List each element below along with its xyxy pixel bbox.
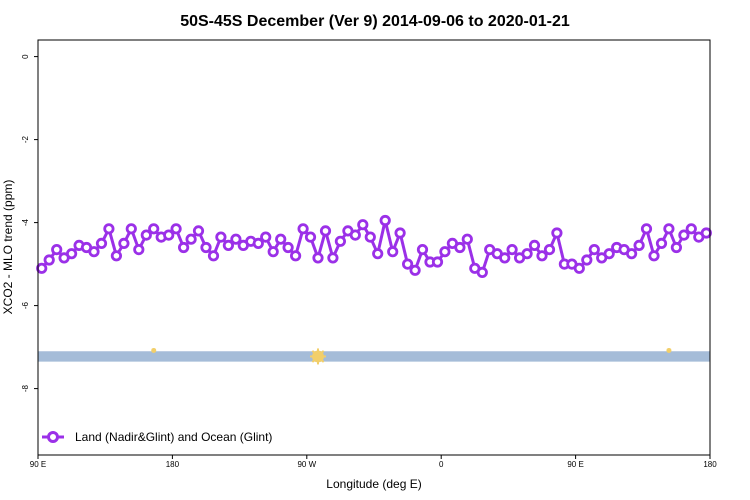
- x-axis: 90 E 180 90 W 0 90 E 180: [30, 455, 717, 469]
- data-point: [506, 244, 518, 256]
- data-point: [536, 250, 548, 262]
- data-point: [678, 229, 690, 241]
- data-point: [222, 239, 234, 251]
- data-point: [573, 262, 585, 274]
- band-marker: [151, 347, 157, 353]
- data-point: [178, 241, 190, 254]
- band-markers-layer: [151, 347, 672, 365]
- data-point: [499, 252, 511, 264]
- data-point: [267, 246, 279, 258]
- data-point: [648, 250, 660, 262]
- data-point: [394, 227, 406, 239]
- data-point: [215, 231, 227, 243]
- data-point: [603, 248, 615, 260]
- legend: Land (Nadir&Glint) and Ocean (Glint): [42, 430, 272, 444]
- x-tick-label: 180: [703, 460, 717, 469]
- x-tick-label: 90 W: [297, 460, 316, 469]
- data-point: [521, 248, 533, 260]
- band-marker-ray: [317, 350, 325, 358]
- data-point: [416, 244, 429, 256]
- data-point: [319, 225, 332, 237]
- y-axis-label: XCO2 - MLO trend (ppm): [1, 180, 15, 315]
- y-tick-label: -6: [21, 301, 30, 309]
- data-point: [125, 223, 137, 235]
- data-point: [148, 223, 160, 235]
- data-point: [588, 244, 600, 256]
- x-axis-label: Longitude (deg E): [326, 477, 421, 491]
- data-point: [700, 227, 712, 239]
- series-layer: [36, 214, 712, 278]
- data-point: [372, 248, 384, 260]
- y-tick-label: -4: [21, 218, 30, 226]
- data-point: [170, 223, 182, 235]
- legend-marker-swatch: [47, 431, 59, 443]
- data-point: [289, 250, 302, 262]
- band-marker: [666, 347, 672, 353]
- data-point: [140, 229, 152, 241]
- data-point: [260, 231, 272, 243]
- data-point: [207, 250, 220, 262]
- data-point: [401, 258, 414, 270]
- x-tick-label: 90 E: [30, 460, 46, 469]
- data-point: [409, 264, 421, 276]
- data-point: [163, 229, 175, 241]
- data-point: [454, 241, 466, 254]
- data-band-layer: [38, 351, 710, 362]
- data-point: [625, 248, 638, 260]
- data-point: [655, 237, 668, 249]
- chart-title: 50S-45S December (Ver 9) 2014-09-06 to 2…: [180, 13, 570, 30]
- data-band: [38, 351, 710, 362]
- y-tick-label: -2: [21, 135, 30, 143]
- y-tick-label: -8: [21, 384, 30, 392]
- data-point: [252, 237, 264, 249]
- data-point: [640, 223, 653, 235]
- data-point: [633, 239, 645, 251]
- data-point: [312, 252, 324, 264]
- data-point: [304, 231, 317, 243]
- data-point: [110, 250, 123, 262]
- y-tick-label: 0: [21, 54, 30, 59]
- data-point: [357, 219, 369, 231]
- data-point: [685, 223, 697, 235]
- data-point: [95, 237, 108, 249]
- data-point: [297, 223, 309, 235]
- data-point: [192, 225, 205, 237]
- data-point: [103, 223, 115, 235]
- data-point: [364, 231, 376, 243]
- data-point: [439, 246, 451, 258]
- data-point: [133, 244, 145, 256]
- data-point: [581, 254, 593, 266]
- data-point: [663, 223, 675, 235]
- data-point: [88, 246, 100, 258]
- data-point: [230, 233, 242, 245]
- data-point: [36, 262, 48, 274]
- data-point: [476, 266, 488, 278]
- data-point: [43, 254, 55, 266]
- data-point: [461, 233, 473, 245]
- y-axis: 0 -2 -4 -6 -8: [21, 54, 38, 392]
- x-tick-label: 0: [439, 460, 444, 469]
- data-point: [327, 252, 339, 264]
- plot-frame: [37, 39, 711, 456]
- data-point: [282, 241, 294, 254]
- data-point: [387, 246, 399, 258]
- data-point: [670, 241, 683, 254]
- legend-label: Land (Nadir&Glint) and Ocean (Glint): [75, 430, 272, 444]
- data-point: [551, 227, 563, 239]
- x-tick-label: 90 E: [567, 460, 583, 469]
- data-point: [185, 233, 197, 245]
- data-point: [431, 256, 444, 268]
- data-point: [275, 233, 287, 245]
- data-point: [51, 244, 63, 256]
- data-point: [200, 241, 212, 254]
- data-point: [66, 248, 78, 260]
- data-point: [543, 244, 556, 256]
- data-point: [349, 229, 361, 241]
- x-tick-label: 180: [166, 460, 180, 469]
- data-point: [118, 237, 130, 249]
- data-point: [379, 214, 391, 227]
- data-point: [334, 235, 346, 247]
- data-point: [528, 239, 541, 251]
